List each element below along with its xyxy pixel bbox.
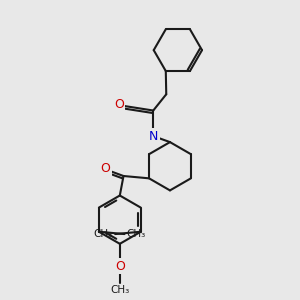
Text: CH₃: CH₃ — [94, 229, 113, 239]
Text: O: O — [100, 162, 110, 175]
Text: O: O — [114, 98, 124, 110]
Text: N: N — [148, 130, 158, 142]
Text: O: O — [115, 260, 125, 273]
Text: CH₃: CH₃ — [110, 285, 129, 295]
Text: CH₃: CH₃ — [127, 229, 146, 239]
